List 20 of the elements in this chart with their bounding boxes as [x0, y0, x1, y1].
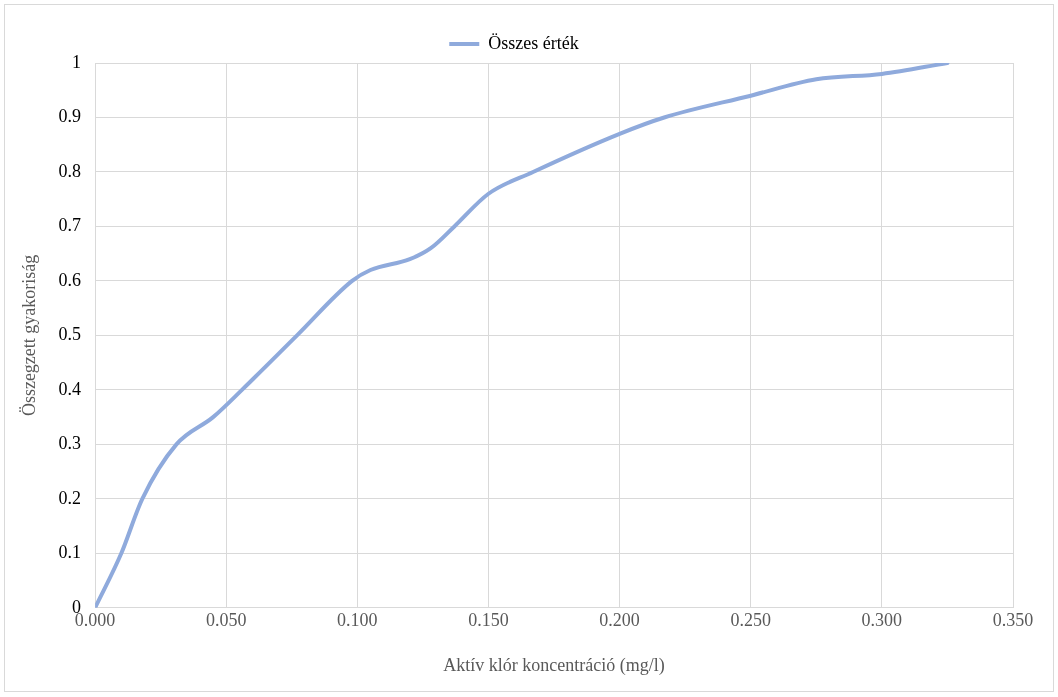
y-axis-title: Összegzett gyakoriság [18, 254, 39, 417]
y-tick-label: 0.2 [58, 487, 82, 508]
y-tick-label: 0.4 [58, 378, 82, 399]
y-tick-label: 0.7 [58, 215, 82, 236]
x-tick-label: 0.100 [337, 610, 378, 631]
y-tick-label: 0.5 [58, 324, 82, 345]
y-tick-label: 0.8 [58, 160, 82, 181]
x-tick-label: 0.150 [468, 610, 509, 631]
y-tick-label: 0.6 [58, 269, 82, 290]
legend-label: Összes érték [488, 32, 579, 53]
x-tick-label: 0.250 [730, 610, 771, 631]
x-tick-label: 0.300 [861, 610, 903, 631]
x-tick-label: 0.050 [205, 610, 247, 631]
y-tick-label: 0.9 [58, 106, 82, 127]
x-axis-title: Aktív klór koncentráció (mg/l) [443, 654, 665, 676]
y-tick-label: 0.1 [58, 542, 82, 563]
y-tick-label: 0.3 [58, 433, 82, 454]
x-tick-label: 0.200 [599, 610, 640, 631]
y-tick-label: 1 [72, 51, 82, 72]
x-tick-label: 0.350 [992, 610, 1034, 631]
